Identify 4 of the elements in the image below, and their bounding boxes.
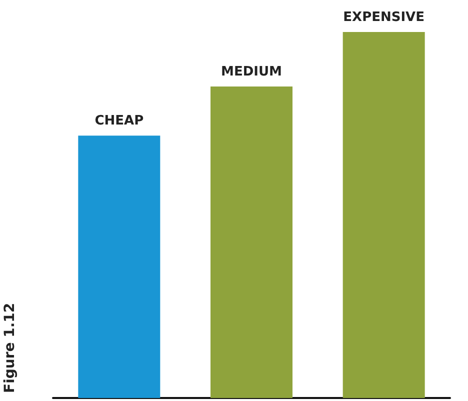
x-tick-label: CHEAP <box>94 114 144 129</box>
x-tick-label: EXPENSIVE <box>343 10 425 25</box>
caption: Figure 1.12 <box>2 302 18 393</box>
x-tick-label: MEDIUM <box>221 64 282 80</box>
